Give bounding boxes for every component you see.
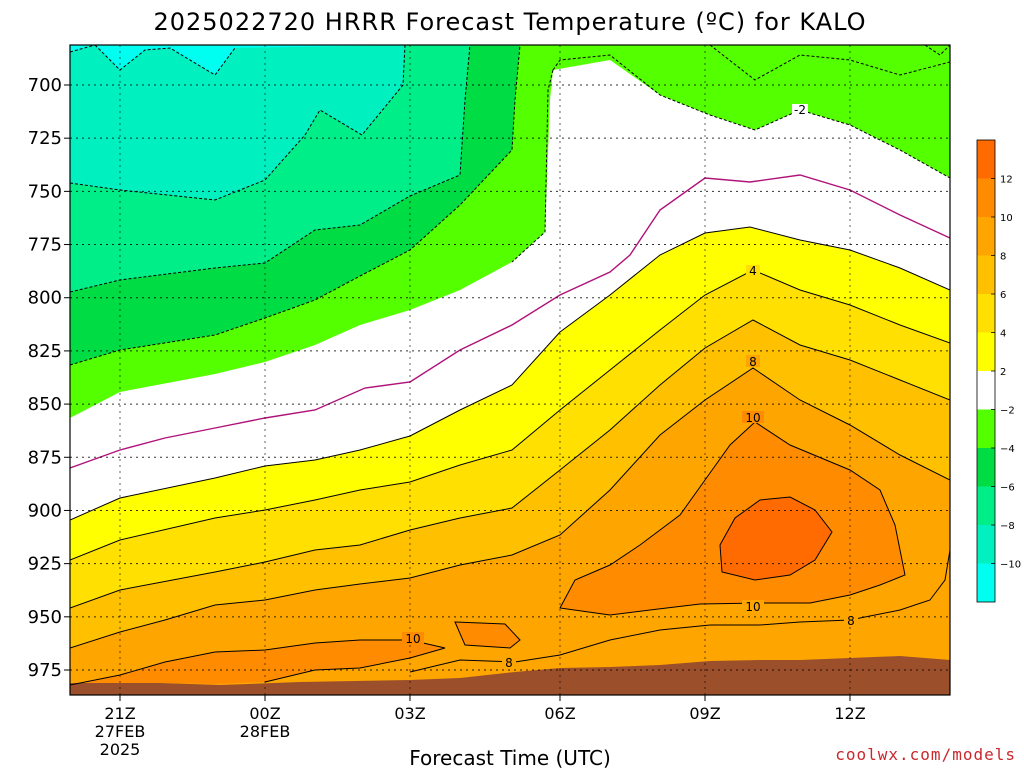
contour-label-8b: 8	[505, 656, 513, 670]
colorbar-swatch	[977, 332, 995, 371]
y-tick-label: 725	[28, 128, 62, 149]
contour-minus8	[94, 45, 236, 76]
colorbar-label: 6	[1000, 290, 1006, 301]
y-tick-label: 975	[28, 660, 62, 681]
contour-minus4-right	[709, 45, 950, 81]
colorbar-swatch	[977, 448, 995, 487]
ground-fill	[70, 656, 950, 695]
colorbar-swatch	[977, 140, 995, 179]
warm-contours	[70, 226, 950, 686]
contour-10-right	[559, 421, 906, 616]
contour-minus8c	[924, 45, 950, 56]
contour-minus6	[70, 45, 406, 201]
x-tick-label: 12Z	[834, 704, 865, 723]
contour-minus2	[70, 45, 521, 366]
chart-title: 2025022720 HRRR Forecast Temperature (ºC…	[153, 8, 866, 36]
x-tick-label: 00Z	[249, 704, 280, 723]
contour-4	[70, 269, 950, 561]
contour-label-8: 8	[749, 355, 757, 369]
contour-8-lower	[409, 549, 950, 673]
colorbar: 12 10 8 6 4 2 −2 −4 −6 −8 −10	[976, 139, 1021, 603]
contour-label-bg	[844, 614, 858, 626]
contour-label-10b: 10	[745, 600, 760, 614]
contour-label-10c: 10	[405, 632, 420, 646]
y-tick-label: 825	[28, 341, 62, 362]
x-tick-label: 21Z	[104, 704, 135, 723]
y-axis: 700 725 750 775 800 825 850 875 900 925 950 975	[28, 75, 70, 681]
colorbar-label: −6	[1000, 483, 1015, 494]
colorbar-label: 2	[1000, 367, 1006, 378]
contour-labels: -2 4 8 10 10 10 8 8	[402, 103, 858, 670]
y-tick-label: 900	[28, 500, 62, 521]
contour-12	[719, 496, 833, 581]
contour-label-10a: 10	[745, 411, 760, 425]
contour-2	[70, 226, 950, 521]
y-tick-label: 800	[28, 288, 62, 309]
colorbar-swatch	[977, 294, 995, 333]
x-tick-label: 27FEB	[95, 722, 146, 741]
y-tick-label: 925	[28, 554, 62, 575]
colorbar-label: 4	[1000, 329, 1006, 340]
colorbar-swatch	[977, 563, 995, 602]
colorbar-swatch	[977, 217, 995, 256]
contour-label-minus2: -2	[794, 103, 806, 117]
contour-label-bg	[742, 600, 764, 612]
contour-minus8b	[70, 45, 96, 53]
colorbar-label: −10	[1000, 560, 1021, 571]
colorbar-swatch	[977, 255, 995, 294]
colorbar-label: 8	[1000, 252, 1006, 263]
colorbar-swatch	[977, 486, 995, 525]
colorbar-label: 12	[1000, 175, 1013, 186]
contour-minus4	[70, 45, 471, 293]
band-12	[720, 497, 832, 580]
credit-text[interactable]: coolwx.com/models	[835, 745, 1016, 764]
contour-10-lower	[70, 639, 446, 686]
contour-label-bg	[792, 104, 808, 116]
x-axis-label: Forecast Time (UTC)	[409, 746, 611, 768]
colorbar-swatch	[977, 409, 995, 448]
contour-label-4: 4	[749, 264, 757, 278]
contour-8	[70, 367, 950, 649]
x-tick-label: 06Z	[544, 704, 575, 723]
y-tick-label: 950	[28, 607, 62, 628]
y-tick-label: 775	[28, 235, 62, 256]
plot-frame	[69, 44, 951, 696]
contour-label-bg	[746, 265, 760, 277]
colorbar-swatch	[977, 178, 995, 217]
colorbar-label: 10	[1000, 213, 1013, 224]
x-tick-label: 28FEB	[240, 722, 291, 741]
cold-contours	[70, 45, 950, 366]
colorbar-swatch	[977, 525, 995, 564]
contour-minus2-right	[511, 54, 950, 263]
y-tick-label: 875	[28, 447, 62, 468]
contour-label-bg	[742, 411, 764, 423]
contour-label-8c: 8	[847, 614, 855, 628]
colorbar-label: −4	[1000, 444, 1015, 455]
colorbar-label: −2	[1000, 406, 1015, 417]
x-tick-label: 2025	[100, 740, 141, 759]
contour-label-bg	[402, 632, 424, 644]
x-tick-label: 09Z	[689, 704, 720, 723]
y-tick-label: 700	[28, 75, 62, 96]
contour-zero	[70, 174, 950, 469]
y-tick-label: 750	[28, 181, 62, 202]
contour-10-blob	[454, 621, 521, 649]
contour-label-bg	[746, 355, 760, 367]
y-tick-label: 850	[28, 394, 62, 415]
x-tick-label: 03Z	[394, 704, 425, 723]
colorbar-label: −8	[1000, 521, 1015, 532]
contour-label-bg	[502, 656, 516, 668]
plot-area	[70, 45, 950, 695]
colorbar-swatch	[977, 371, 995, 410]
grid-lines	[70, 45, 950, 695]
